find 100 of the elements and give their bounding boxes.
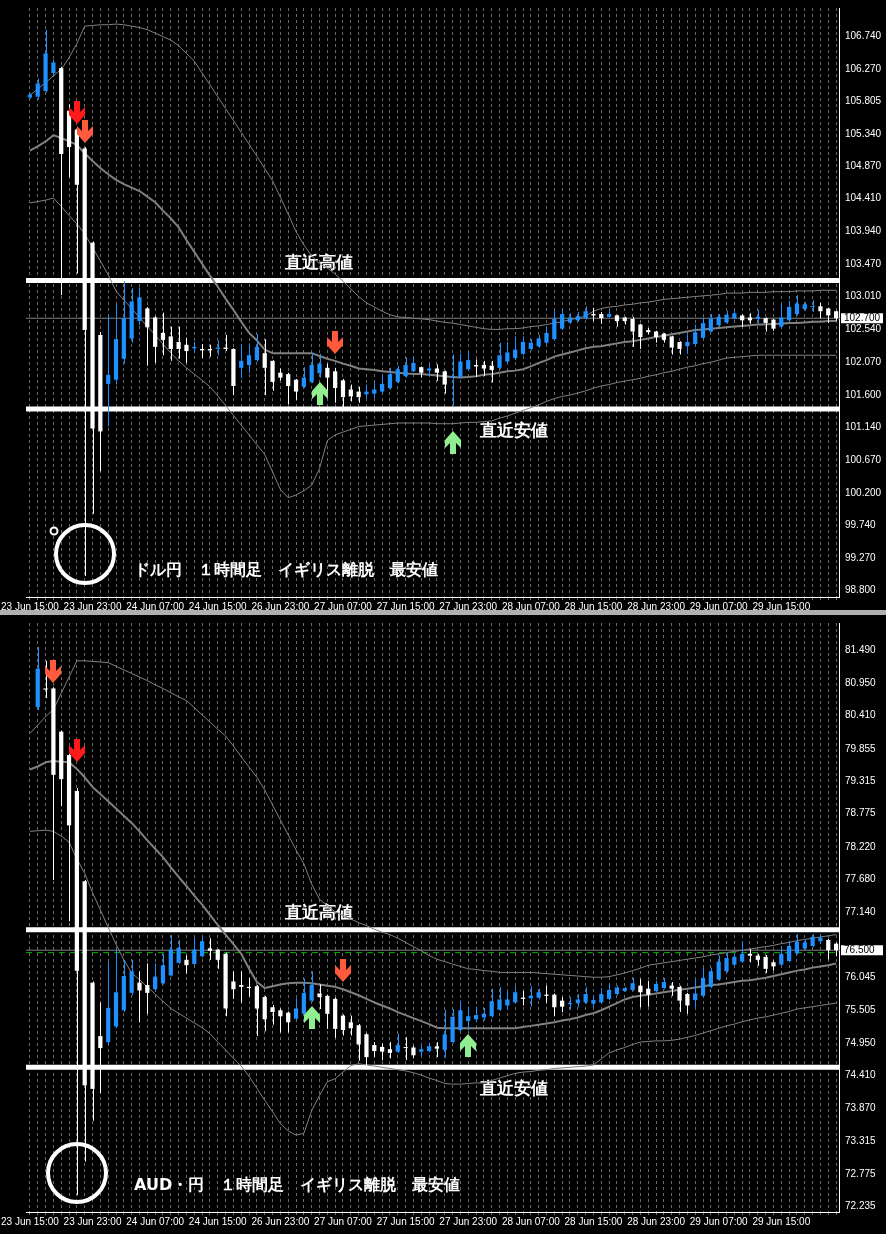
- y-tick-label: 72.775: [845, 1167, 877, 1179]
- y-tick-label: 101.140: [845, 420, 882, 432]
- y-tick-label: 101.600: [845, 388, 882, 400]
- candlestick: [497, 342, 502, 370]
- y-tick-label: 80.950: [845, 676, 877, 688]
- ref-line-label: 直近安値: [479, 1078, 549, 1099]
- candlestick: [810, 933, 815, 948]
- y-tick-label: 77.680: [845, 873, 877, 885]
- x-tick-label: 28 Jun 23:00: [627, 600, 686, 612]
- candlestick: [458, 1000, 463, 1032]
- candlestick: [630, 977, 635, 992]
- y-tick-label: 106.740: [845, 29, 882, 41]
- y-tick-label: 76.045: [845, 971, 877, 983]
- y-tick-label: 73.870: [845, 1101, 877, 1113]
- candlestick: [317, 983, 322, 1010]
- candlestick: [51, 59, 56, 76]
- candlestick: [137, 286, 142, 326]
- x-tick-label: 24 Jun 15:00: [188, 600, 248, 612]
- y-tick-label: 103.010: [845, 290, 882, 302]
- candlestick: [411, 356, 416, 373]
- y-tick-label: 103.940: [845, 225, 882, 237]
- y-tick-label: 74.410: [845, 1069, 877, 1081]
- y-tick-label: 79.315: [845, 774, 877, 786]
- candlestick: [810, 299, 815, 313]
- y-tick-label: 106.270: [845, 62, 882, 74]
- x-tick-label: 29 Jun 15:00: [752, 1215, 811, 1227]
- annotation: ドル円 １時間足 イギリス離脱 最安値: [134, 560, 438, 580]
- x-tick-label: 29 Jun 07:00: [689, 600, 749, 612]
- x-tick-label: 24 Jun 07:00: [126, 1215, 185, 1227]
- x-tick-label: 27 Jun 15:00: [376, 600, 435, 612]
- x-tick-label: 28 Jun 23:00: [627, 1215, 686, 1227]
- candlestick: [544, 326, 549, 345]
- x-tick-label: 26 Jun 23:00: [251, 600, 310, 612]
- ref-line-label: 直近高値: [284, 252, 354, 273]
- candlestick: [450, 354, 455, 407]
- y-tick-label: 104.410: [845, 192, 882, 204]
- candlestick: [419, 1043, 424, 1057]
- x-tick-label: 27 Jun 23:00: [439, 1215, 498, 1227]
- y-tick-label: 98.800: [845, 584, 877, 596]
- y-tick-label: 99.740: [845, 518, 877, 530]
- x-tick-label: 24 Jun 15:00: [188, 1215, 248, 1227]
- candlestick: [43, 29, 48, 94]
- y-tick-label: 102.540: [845, 323, 882, 335]
- candlestick: [677, 985, 682, 1013]
- candlestick: [771, 318, 776, 332]
- y-tick-label: 102.700: [844, 311, 881, 323]
- y-tick-label: 103.470: [845, 258, 882, 270]
- y-tick-label: 99.270: [845, 551, 877, 563]
- x-tick-label: 27 Jun 07:00: [314, 600, 373, 612]
- y-tick-label: 72.235: [845, 1200, 877, 1212]
- candlestick: [591, 995, 596, 1008]
- ref-line-label: 直近安値: [479, 419, 549, 440]
- x-tick-label: 27 Jun 07:00: [314, 1215, 373, 1227]
- candlestick: [497, 986, 502, 1012]
- y-tick-label: 73.315: [845, 1135, 877, 1147]
- x-tick-label: 23 Jun 23:00: [63, 1215, 122, 1227]
- candlestick: [270, 359, 275, 392]
- candlestick: [638, 323, 643, 350]
- candlestick: [403, 356, 408, 379]
- y-tick-label: 77.140: [845, 905, 877, 917]
- y-tick-label: 105.805: [845, 95, 882, 107]
- y-tick-label: 81.490: [845, 644, 877, 656]
- y-tick-label: 75.505: [845, 1003, 877, 1015]
- y-tick-label: 76.500: [844, 943, 876, 955]
- candlestick: [450, 1008, 455, 1044]
- x-tick-label: 23 Jun 23:00: [63, 600, 122, 612]
- y-tick-label: 78.775: [845, 807, 877, 819]
- candlestick: [411, 1045, 416, 1059]
- x-tick-label: 29 Jun 07:00: [689, 1215, 749, 1227]
- candlestick: [818, 302, 823, 319]
- candlestick: [434, 1041, 440, 1058]
- y-tick-label: 79.855: [845, 742, 877, 754]
- candlestick: [270, 1004, 275, 1026]
- y-tick-label: 80.410: [845, 709, 877, 721]
- y-tick-label: 100.200: [845, 486, 882, 498]
- candlestick: [51, 686, 56, 881]
- y-tick-label: 105.340: [845, 127, 882, 139]
- y-tick-label: 102.070: [845, 355, 882, 367]
- x-tick-label: 26 Jun 23:00: [251, 1215, 310, 1227]
- candlestick: [677, 340, 682, 356]
- x-tick-label: 28 Jun 15:00: [564, 1215, 623, 1227]
- candlestick: [630, 316, 635, 348]
- x-tick-label: 28 Jun 15:00: [564, 600, 623, 612]
- x-tick-label: 23 Jun 15:00: [1, 600, 60, 612]
- candlestick: [403, 1036, 408, 1061]
- candlestick: [43, 660, 48, 699]
- y-tick-label: 104.870: [845, 160, 882, 172]
- x-tick-label: 29 Jun 15:00: [752, 600, 811, 612]
- candlestick: [231, 970, 236, 1000]
- x-tick-label: 24 Jun 07:00: [126, 600, 185, 612]
- x-tick-label: 28 Jun 07:00: [501, 600, 561, 612]
- y-tick-label: 74.950: [845, 1037, 877, 1049]
- candlestick: [458, 353, 463, 379]
- x-tick-label: 27 Jun 23:00: [439, 600, 498, 612]
- x-tick-label: 23 Jun 15:00: [1, 1215, 60, 1227]
- x-tick-label: 28 Jun 07:00: [501, 1215, 561, 1227]
- x-tick-label: 27 Jun 15:00: [376, 1215, 435, 1227]
- y-tick-label: 78.220: [845, 840, 877, 852]
- candlestick: [207, 937, 213, 961]
- ref-line-label: 直近高値: [284, 901, 354, 922]
